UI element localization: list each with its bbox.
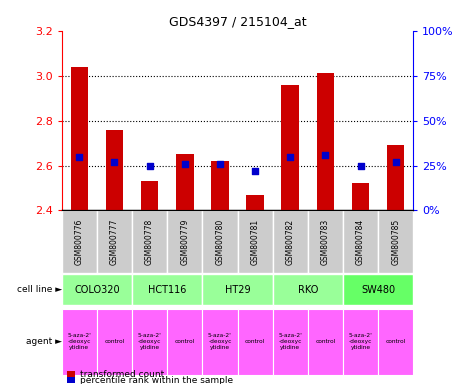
Bar xyxy=(238,210,273,273)
Bar xyxy=(167,210,202,273)
Bar xyxy=(211,161,228,210)
Text: HT29: HT29 xyxy=(225,285,250,295)
Text: COLO320: COLO320 xyxy=(74,285,120,295)
Bar xyxy=(316,73,334,210)
Bar xyxy=(378,210,413,273)
Bar xyxy=(352,184,369,210)
Bar xyxy=(238,309,273,375)
Bar xyxy=(132,210,167,273)
Bar xyxy=(141,181,158,210)
Bar xyxy=(308,309,343,375)
Text: GSM800777: GSM800777 xyxy=(110,218,119,265)
Text: GSM800778: GSM800778 xyxy=(145,218,154,265)
Text: GSM800782: GSM800782 xyxy=(286,218,294,265)
Text: 5-aza-2'
-deoxyc
ytidine: 5-aza-2' -deoxyc ytidine xyxy=(138,333,162,350)
Point xyxy=(392,159,399,165)
Bar xyxy=(387,145,404,210)
Text: GSM800780: GSM800780 xyxy=(216,218,224,265)
Bar xyxy=(281,84,299,210)
Point xyxy=(357,162,364,169)
Point xyxy=(251,168,259,174)
Text: agent ►: agent ► xyxy=(26,337,62,346)
Bar xyxy=(71,67,88,210)
Bar xyxy=(132,309,167,375)
Text: GSM800784: GSM800784 xyxy=(356,218,365,265)
Bar xyxy=(202,210,238,273)
Bar xyxy=(273,309,308,375)
Bar xyxy=(176,154,194,210)
Text: control: control xyxy=(245,339,265,344)
Text: GSM800781: GSM800781 xyxy=(251,218,259,265)
Text: SW480: SW480 xyxy=(361,285,395,295)
Bar xyxy=(378,309,413,375)
Point xyxy=(111,159,118,165)
Bar xyxy=(343,309,378,375)
Bar xyxy=(62,210,97,273)
Bar xyxy=(202,275,273,306)
Bar xyxy=(308,210,343,273)
Text: GSM800779: GSM800779 xyxy=(180,218,189,265)
Text: cell line ►: cell line ► xyxy=(17,285,62,295)
Text: transformed count: transformed count xyxy=(80,369,164,379)
Text: control: control xyxy=(104,339,124,344)
Bar xyxy=(62,275,132,306)
Text: 5-aza-2'
-deoxyc
ytidine: 5-aza-2' -deoxyc ytidine xyxy=(67,333,91,350)
Bar xyxy=(105,129,124,210)
Bar xyxy=(97,210,132,273)
Bar xyxy=(132,275,202,306)
Text: control: control xyxy=(386,339,406,344)
Point xyxy=(216,161,224,167)
Text: percentile rank within the sample: percentile rank within the sample xyxy=(80,376,233,384)
Text: GSM800776: GSM800776 xyxy=(75,218,84,265)
Bar xyxy=(343,275,413,306)
Bar xyxy=(273,275,343,306)
Point xyxy=(181,161,189,167)
Text: 5-aza-2'
-deoxyc
ytidine: 5-aza-2' -deoxyc ytidine xyxy=(278,333,302,350)
Bar xyxy=(62,309,97,375)
Text: 5-aza-2'
-deoxyc
ytidine: 5-aza-2' -deoxyc ytidine xyxy=(349,333,372,350)
Text: control: control xyxy=(315,339,335,344)
Text: GSM800785: GSM800785 xyxy=(391,218,400,265)
Bar xyxy=(343,210,378,273)
Bar xyxy=(202,309,238,375)
Bar xyxy=(167,309,202,375)
Text: control: control xyxy=(175,339,195,344)
Text: GSM800783: GSM800783 xyxy=(321,218,330,265)
Bar xyxy=(97,309,132,375)
Bar xyxy=(273,210,308,273)
Point xyxy=(286,154,294,160)
Point xyxy=(146,162,153,169)
Text: HCT116: HCT116 xyxy=(148,285,186,295)
Title: GDS4397 / 215104_at: GDS4397 / 215104_at xyxy=(169,15,306,28)
Point xyxy=(322,152,329,158)
Text: RKO: RKO xyxy=(298,285,318,295)
Bar xyxy=(247,195,264,210)
Text: 5-aza-2'
-deoxyc
ytidine: 5-aza-2' -deoxyc ytidine xyxy=(208,333,232,350)
Point xyxy=(76,154,83,160)
